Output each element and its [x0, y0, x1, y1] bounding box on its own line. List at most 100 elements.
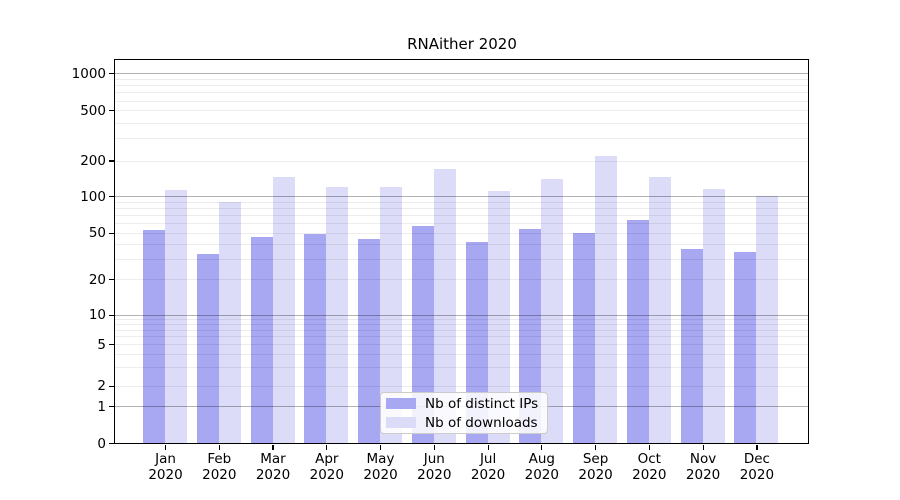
x-tick-year: 2020 [524, 466, 559, 483]
y-tick-mark [109, 442, 114, 445]
bar-distinct-ips-mar [250, 236, 273, 443]
bar-downloads-jan [165, 189, 187, 443]
y-tick-mark [109, 160, 114, 162]
x-tick-label-aug: Aug 2020 [512, 451, 572, 483]
y-tick-label-100: 100 [80, 188, 106, 205]
y-tick-label-50: 50 [88, 225, 106, 242]
bar-distinct-ips-jun [411, 225, 434, 443]
x-tick-month: Sep [582, 451, 609, 467]
y-tick-mark [109, 279, 114, 281]
x-tick-month: Jul [479, 451, 497, 467]
bar-downloads-nov [702, 188, 725, 443]
bar-downloads-aug [541, 178, 564, 443]
y-tick-label-1: 1 [97, 398, 106, 415]
x-tick-year: 2020 [685, 466, 721, 483]
bar-distinct-ips-dec [734, 252, 757, 443]
y-tick-mark [109, 73, 114, 75]
x-tick-year: 2020 [470, 466, 506, 483]
x-tick-label-nov: Nov 2020 [673, 451, 733, 483]
bar-downloads-apr [326, 187, 349, 443]
x-tick-label-jul: Jul 2020 [458, 451, 518, 483]
x-tick-label-oct: Oct 2020 [619, 451, 679, 483]
y-tick-label-0: 0 [97, 435, 106, 452]
x-tick-year: 2020 [417, 466, 452, 483]
bar-distinct-ips-sep [573, 232, 596, 443]
plot-area: Nb of distinct IPs Nb of downloads [114, 59, 809, 444]
y-tick-label-5: 5 [97, 336, 106, 353]
bar-distinct-ips-may [358, 239, 380, 443]
bar-downloads-mar [272, 177, 295, 443]
x-tick-mark [541, 445, 543, 450]
x-tick-month: Dec [743, 451, 770, 467]
x-tick-mark [272, 445, 274, 450]
y-tick-mark [109, 110, 114, 112]
bar-distinct-ips-aug [519, 228, 542, 443]
x-tick-month: Oct [637, 451, 661, 467]
bar-downloads-dec [756, 196, 779, 443]
x-tick-label-may: May 2020 [351, 451, 411, 483]
legend-item-distinct-ips: Nb of distinct IPs [386, 395, 547, 412]
bar-downloads-feb [218, 202, 241, 443]
y-tick-label-200: 200 [80, 153, 106, 169]
bar-downloads-jul [487, 191, 510, 443]
x-tick-label-apr: Apr 2020 [297, 451, 357, 483]
x-tick-label-sep: Sep 2020 [566, 451, 626, 483]
bar-distinct-ips-nov [680, 249, 703, 443]
x-tick-month: Jun [423, 451, 445, 467]
x-tick-month: Mar [260, 451, 286, 467]
y-tick-label-2: 2 [97, 378, 106, 395]
bar-downloads-sep [595, 155, 618, 443]
legend-label-distinct-ips: Nb of distinct IPs [425, 395, 539, 412]
chart-title: RNAither 2020 [407, 35, 517, 53]
x-tick-mark [164, 445, 167, 450]
x-tick-mark [379, 445, 382, 450]
y-tick-label-20: 20 [88, 271, 106, 288]
y-tick-mark [109, 314, 114, 316]
legend-item-downloads: Nb of downloads [386, 414, 547, 431]
x-tick-mark [595, 445, 597, 450]
x-tick-year: 2020 [202, 466, 237, 483]
x-tick-month: Feb [207, 451, 232, 467]
legend-swatch-distinct-ips [386, 398, 416, 409]
x-tick-year: 2020 [148, 466, 183, 483]
bar-distinct-ips-apr [304, 233, 327, 443]
bar-distinct-ips-feb [196, 253, 219, 443]
x-tick-mark [218, 445, 220, 450]
x-tick-year: 2020 [578, 466, 613, 483]
legend: Nb of distinct IPs Nb of downloads [380, 392, 548, 434]
x-tick-year: 2020 [309, 466, 344, 483]
x-tick-label-mar: Mar 2020 [243, 451, 303, 483]
x-tick-mark [702, 445, 704, 450]
bar-distinct-ips-oct [626, 219, 649, 443]
x-tick-mark [487, 445, 489, 450]
x-tick-mark [433, 445, 435, 450]
y-tick-mark [109, 196, 114, 198]
x-tick-month: Nov [689, 451, 717, 467]
y-tick-mark [109, 385, 114, 387]
x-tick-year: 2020 [255, 466, 291, 483]
bar-downloads-may [380, 187, 402, 443]
x-tick-label-jun: Jun 2020 [404, 451, 464, 483]
x-tick-month: Aug [528, 451, 555, 467]
x-tick-mark [756, 445, 758, 450]
x-tick-label-dec: Dec 2020 [727, 451, 787, 483]
x-tick-year: 2020 [739, 466, 775, 483]
x-tick-year: 2020 [632, 466, 667, 483]
x-tick-mark [326, 445, 328, 450]
x-tick-label-feb: Feb 2020 [189, 451, 249, 483]
x-tick-month: Apr [315, 451, 339, 467]
x-tick-month: May [366, 451, 395, 467]
y-tick-label-500: 500 [80, 102, 106, 119]
y-tick-label-10: 10 [88, 307, 106, 324]
bar-downloads-jun [433, 168, 456, 443]
x-tick-year: 2020 [363, 466, 398, 483]
legend-label-downloads: Nb of downloads [425, 414, 538, 431]
x-tick-mark [648, 445, 650, 450]
legend-swatch-downloads [386, 417, 416, 428]
bars-layer [115, 60, 808, 443]
y-tick-label-1000: 1000 [71, 65, 106, 82]
x-tick-month: Jan [155, 451, 176, 467]
bar-distinct-ips-jan [143, 229, 165, 443]
bar-downloads-oct [648, 176, 671, 443]
